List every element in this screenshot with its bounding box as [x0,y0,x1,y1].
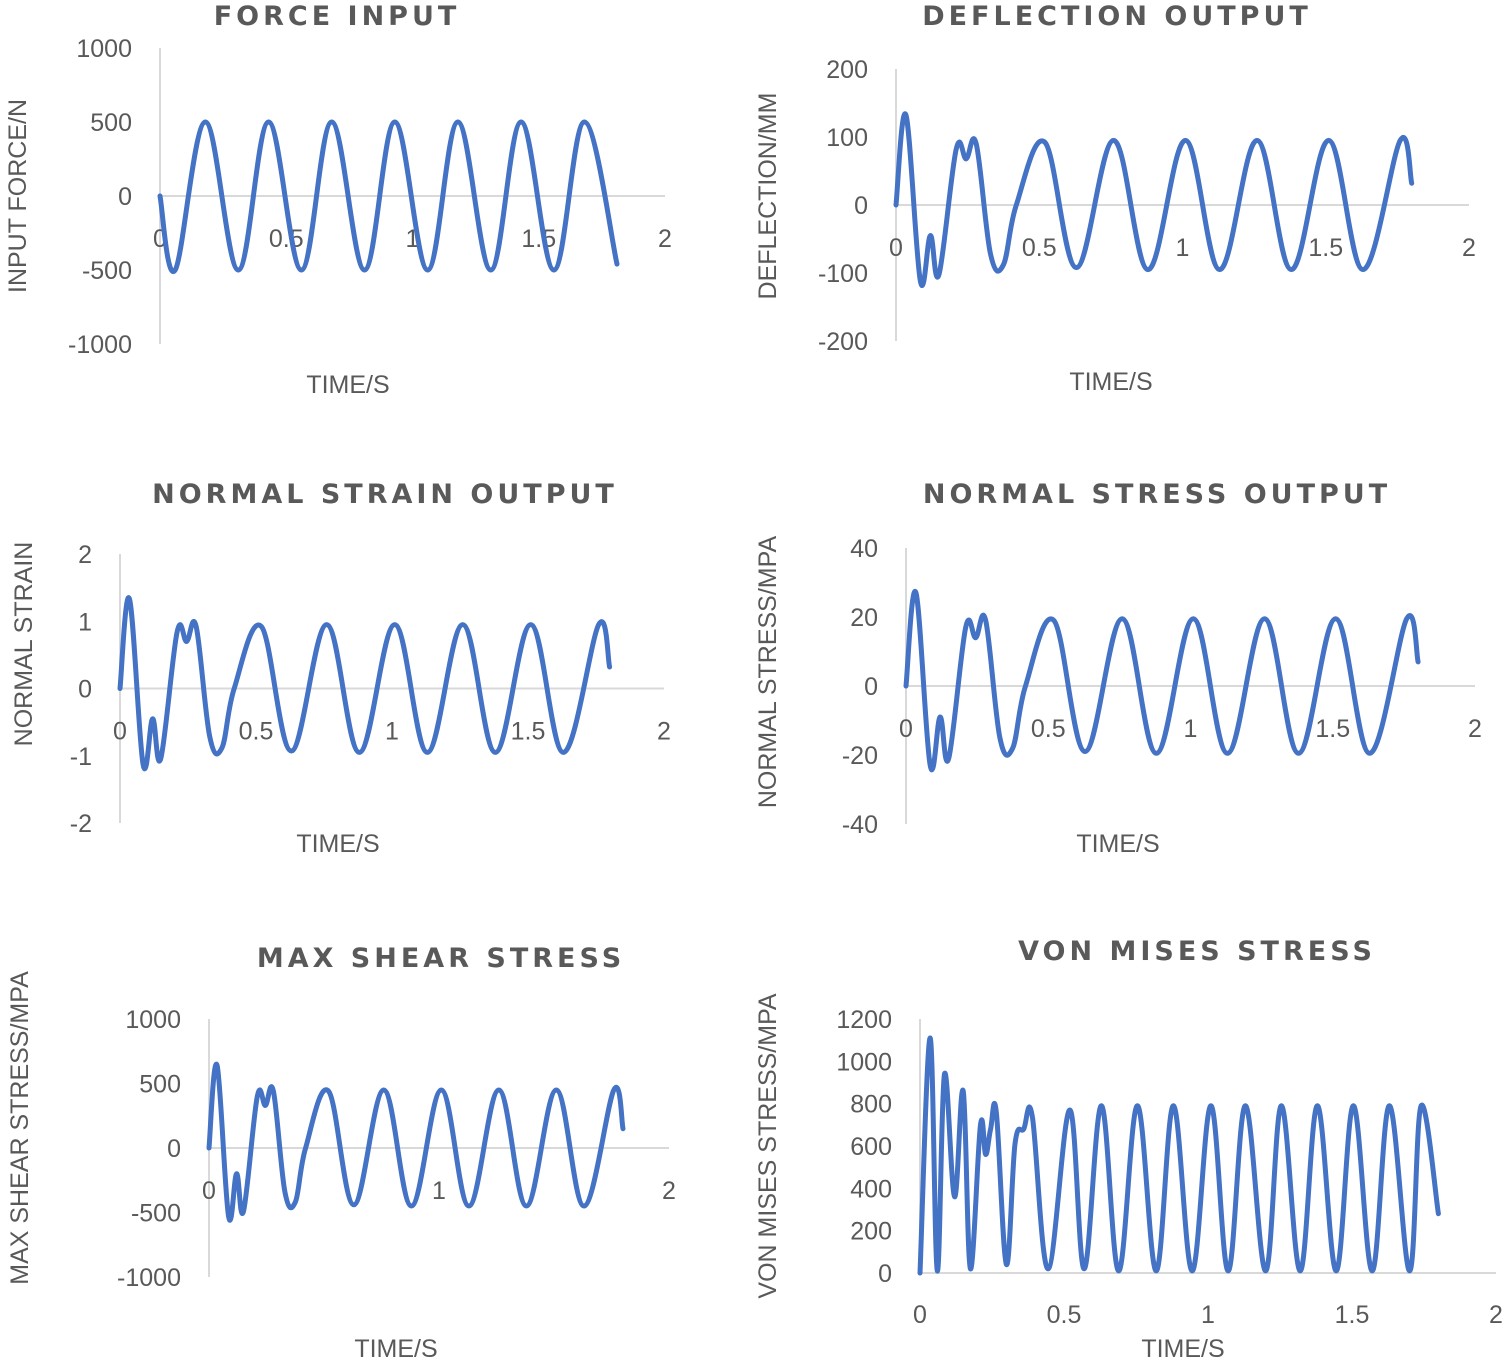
x-tick-label: 2 [1468,715,1482,743]
series-line [206,1061,626,1223]
y-tick-label: 800 [850,1091,892,1119]
y-tick-label: -2 [70,810,92,838]
chart-strain: NORMAL STRAIN OUTPUT 2 1 0 -1 -2 0 0.5 1 1.5 2 TIME… [10,479,671,858]
y-tick-label: 1 [78,608,92,636]
x-tick-label: 0 [899,715,913,743]
chart-shear: MAX SHEAR STRESS 1000 500 0 -500 -1000 0 1 2 TIME… [6,943,676,1363]
x-axis-label: TIME/S [296,830,379,858]
y-tick-label: 0 [118,183,132,211]
x-axis-label: TIME/S [1069,368,1152,396]
y-tick-label: 500 [139,1071,181,1099]
chart-title: NORMAL STRESS OUTPUT [923,479,1391,510]
y-tick-label: 1000 [76,35,132,63]
series-line [903,588,1421,772]
x-tick-label: 1 [1184,715,1198,743]
y-tick-label: 40 [850,535,878,563]
y-tick-label: 400 [850,1175,892,1203]
x-tick-label: 0.5 [1031,715,1066,743]
x-tick-label: 1.5 [1335,1301,1370,1329]
y-axis-label: MAX SHEAR STRESS/MPA [6,971,34,1285]
chart-title: DEFLECTION OUTPUT [922,1,1312,32]
x-tick-label: 2 [1462,234,1476,262]
x-tick-label: 0.5 [1047,1301,1082,1329]
chart-vonmises: VON MISES STRESS 1200 1000 800 600 400 200 00 0.… [754,936,1503,1363]
x-tick-label: 1.5 [1315,715,1350,743]
y-tick-label: 0 [78,676,92,704]
y-tick-label: 0 [854,192,868,220]
y-tick-label: -1 [70,743,92,771]
y-axis-label: INPUT FORCE/N [4,99,32,293]
y-tick-label: -500 [82,257,132,285]
series-line [117,595,613,771]
series-line [157,119,620,275]
y-tick-label: -200 [818,328,868,356]
x-axis-label: TIME/S [1141,1335,1224,1363]
x-axis-label: TIME/S [1076,830,1159,858]
series-line [917,1035,1441,1276]
x-tick-label: 0 [202,1177,216,1205]
y-tick-label: -500 [131,1200,181,1228]
y-tick-label: 0 [864,673,878,701]
y-tick-label: 1000 [836,1048,892,1076]
y-tick-label: 0 [167,1135,181,1163]
y-tick-label: -100 [818,260,868,288]
x-tick-label: 0.5 [269,225,304,253]
x-tick-label: 1.5 [1308,234,1343,262]
chart-title: MAX SHEAR STRESS [257,943,625,974]
y-axis-label: NORMAL STRAIN [10,542,38,747]
x-tick-label: 2 [658,225,672,253]
x-tick-label: 2 [657,718,671,746]
x-tick-label: 0 [113,718,127,746]
x-tick-label: 1 [1176,234,1190,262]
y-tick-label: 1200 [836,1006,892,1034]
x-tick-label: 2 [662,1177,676,1205]
x-tick-label: 0 [913,1301,927,1329]
y-tick-label: 20 [850,604,878,632]
y-tick-label: 2 [78,541,92,569]
chart-title: FORCE INPUT [214,1,461,32]
chart-title: NORMAL STRAIN OUTPUT [152,479,618,510]
x-tick-label: 1 [1201,1301,1215,1329]
series-line [893,111,1415,288]
x-tick-label: 1.5 [521,225,556,253]
y-tick-label: 200 [826,56,868,84]
x-tick-label: 0.5 [1022,234,1057,262]
x-tick-label: 0 [889,234,903,262]
x-axis-label: TIME/S [354,1335,437,1363]
y-tick-label: 1000 [125,1006,181,1034]
x-tick-label: 1.5 [511,718,546,746]
y-axis-label: VON MISES STRESS/MPA [754,993,782,1298]
y-tick-label: -20 [842,742,878,770]
x-tick-label: 1 [432,1177,446,1205]
chart-stress: NORMAL STRESS OUTPUT 40 20 0 -20 -40 0 0.5 1 1.5 2… [754,479,1482,858]
y-tick-label: 600 [850,1133,892,1161]
chart-deflection: DEFLECTION OUTPUT 200 100 0 -100 -200 0 0.5 1 1.5… [754,1,1476,396]
x-tick-label: 2 [1489,1301,1503,1329]
y-tick-label: -40 [842,811,878,839]
y-tick-label: 100 [826,124,868,152]
y-tick-label: 500 [90,109,132,137]
y-tick-label: -1000 [117,1264,181,1292]
y-tick-label: 0 [878,1260,892,1288]
x-tick-label: 1 [385,718,399,746]
y-tick-label: -1000 [68,331,132,359]
y-tick-label: 200 [850,1218,892,1246]
y-axis-label: NORMAL STRESS/MPA [754,536,782,809]
chart-title: VON MISES STRESS [1018,936,1376,967]
y-axis-label: DEFLECTION/MM [754,93,782,300]
x-axis-label: TIME/S [306,371,389,399]
x-tick-label: 0.5 [239,718,274,746]
